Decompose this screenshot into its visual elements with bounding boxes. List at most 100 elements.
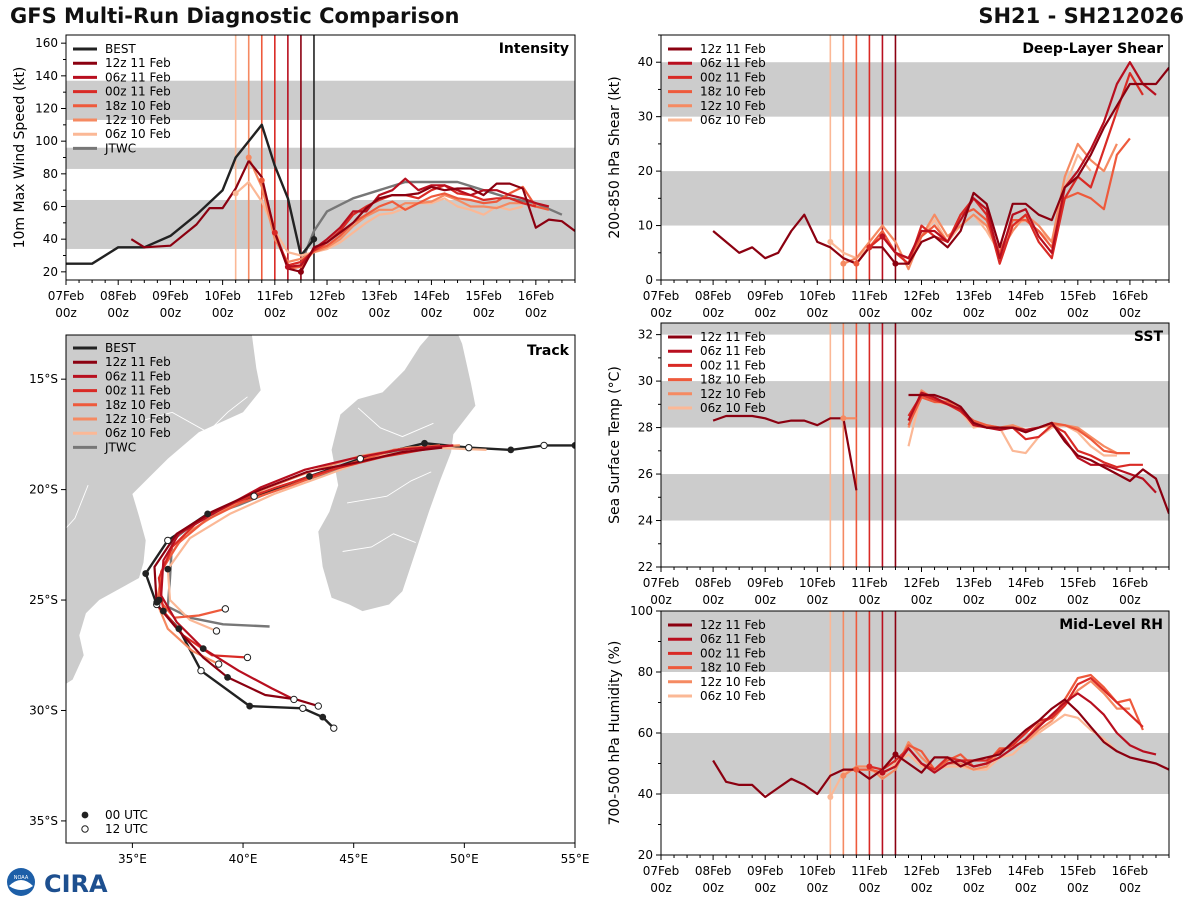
y-tick-label: 40 xyxy=(638,787,653,801)
cira-logo: NOAA CIRA xyxy=(4,866,114,898)
admin-boundary xyxy=(347,471,432,504)
legend-label: 12 UTC xyxy=(105,822,148,836)
plot-frame xyxy=(65,334,576,844)
y-tick-label: 20 xyxy=(43,265,58,279)
init-point xyxy=(840,260,847,267)
legend-label: 00z 11 Feb xyxy=(700,358,766,372)
init-point xyxy=(866,763,873,770)
africa-landmass xyxy=(66,335,261,684)
y-tick-label: 120 xyxy=(35,102,58,116)
marker-12utc xyxy=(299,704,307,712)
legend-label: JTWC xyxy=(104,440,136,454)
legend-label: 06z 11 Feb xyxy=(700,344,766,358)
x-tick-sublabel: 00z xyxy=(1015,593,1037,607)
marker-12utc xyxy=(290,695,298,704)
panel-title: Mid-Level RH xyxy=(1059,617,1163,633)
legend-label: 00 UTC xyxy=(105,808,148,822)
y-tick-label: 30°S xyxy=(29,703,58,717)
x-tick-label: 11Feb xyxy=(257,289,294,303)
x-tick-label: 16Feb xyxy=(1112,289,1149,303)
x-tick-sublabel: 00z xyxy=(1119,306,1141,320)
intensity-band xyxy=(66,147,575,169)
x-tick-sublabel: 00z xyxy=(160,306,182,320)
legend-label: 12z 11 Feb xyxy=(105,355,171,369)
marker-00utc xyxy=(421,439,428,447)
legend-label: 06z 10 Feb xyxy=(700,401,766,415)
x-tick-label: 16Feb xyxy=(1112,864,1149,878)
series-group xyxy=(66,123,575,275)
init-point xyxy=(879,233,886,240)
init-point xyxy=(840,772,847,779)
panel-title: Intensity xyxy=(499,41,569,57)
legend-label: 18z 10 Feb xyxy=(700,373,766,387)
legend-label: 00z 11 Feb xyxy=(105,384,171,398)
run-track xyxy=(157,446,436,659)
y-tick-label: 20 xyxy=(638,848,653,862)
panel-intensity: 20 40 60 80 100 120 140 160 07Feb 00z 08Feb 00z 09Fe… xyxy=(12,34,576,320)
init-point xyxy=(853,260,860,267)
init-point xyxy=(271,229,278,236)
init-point xyxy=(245,154,252,161)
y-tick-label: 10 xyxy=(638,219,653,233)
panel-sst: 22 24 26 28 30 32 07Feb 00z 08Feb 00z 09Feb 00z 10Fe… xyxy=(607,322,1170,607)
run-line xyxy=(712,414,858,491)
x-tick-label: 13Feb xyxy=(955,864,992,878)
y-tick-label: 30 xyxy=(638,110,653,124)
marker-00utc xyxy=(204,510,212,518)
marker-12utc xyxy=(465,443,473,452)
y-tick-label: 40 xyxy=(638,55,653,69)
marker-12utc xyxy=(540,441,548,450)
y-tick-label: 40 xyxy=(43,232,58,246)
x-tick-sublabel: 00z xyxy=(911,881,933,895)
legend-label: 06z 11 Feb xyxy=(105,70,171,84)
legend-label: 18z 10 Feb xyxy=(105,99,171,113)
init-point xyxy=(892,260,899,267)
series-group xyxy=(712,673,1169,801)
marker-00utc xyxy=(142,570,150,577)
x-tick-sublabel: 00z xyxy=(1015,881,1037,895)
x-tick-sublabel: 00z xyxy=(107,306,129,320)
init-point xyxy=(853,766,860,773)
init-point xyxy=(866,244,873,251)
x-tick-sublabel: 00z xyxy=(859,593,881,607)
x-tick-sublabel: 00z xyxy=(859,306,881,320)
x-tick-label: 15Feb xyxy=(465,289,502,303)
x-tick-sublabel: 00z xyxy=(807,593,829,607)
x-tick-label: 13Feb xyxy=(955,289,992,303)
x-tick-label: 08Feb xyxy=(695,864,732,878)
y-tick-label: 22 xyxy=(638,560,653,574)
legend-label: 12z 10 Feb xyxy=(700,675,766,689)
x-tick-label: 07Feb xyxy=(643,576,680,590)
legend-label: 06z 11 Feb xyxy=(700,632,766,646)
x-tick-sublabel: 00z xyxy=(963,306,985,320)
legend-label: 12z 10 Feb xyxy=(700,387,766,401)
noaa-wave-icon xyxy=(9,880,33,890)
x-tick-label: 45°E xyxy=(339,852,368,866)
x-tick-label: 11Feb xyxy=(851,289,888,303)
x-tick-label: 07Feb xyxy=(643,289,680,303)
map-group xyxy=(66,335,575,732)
run-line xyxy=(712,67,1169,265)
marker-00utc xyxy=(507,446,515,454)
legend-label: 06z 11 Feb xyxy=(700,56,766,70)
x-tick-sublabel: 00z xyxy=(525,306,547,320)
x-tick-label: 15Feb xyxy=(1060,576,1097,590)
madagascar-landmass xyxy=(318,335,476,612)
noaa-text: NOAA xyxy=(14,875,29,881)
y-tick-label: 28 xyxy=(638,421,653,435)
panel-shear: 0 10 20 30 40 07Feb 00z 08Feb 00z 09Feb 00z 10Feb 00… xyxy=(607,34,1170,320)
marker-00utc xyxy=(306,472,313,480)
y-axis-label: Sea Surface Temp (°C) xyxy=(607,366,623,524)
x-tick-label: 11Feb xyxy=(851,864,888,878)
intensity-band xyxy=(661,62,1169,117)
marker-00utc xyxy=(246,702,254,710)
marker-12utc xyxy=(356,454,365,463)
marker-00utc xyxy=(175,625,183,633)
x-tick-sublabel: 00z xyxy=(368,306,390,320)
x-tick-sublabel: 00z xyxy=(807,881,829,895)
y-tick-label: 60 xyxy=(638,726,653,740)
init-point xyxy=(892,751,899,758)
panel-rh: 20 40 60 80 100 07Feb 00z 08Feb 00z 09Feb 00z 10Feb… xyxy=(607,604,1170,895)
init-point xyxy=(297,268,304,275)
x-tick-sublabel: 00z xyxy=(754,881,776,895)
